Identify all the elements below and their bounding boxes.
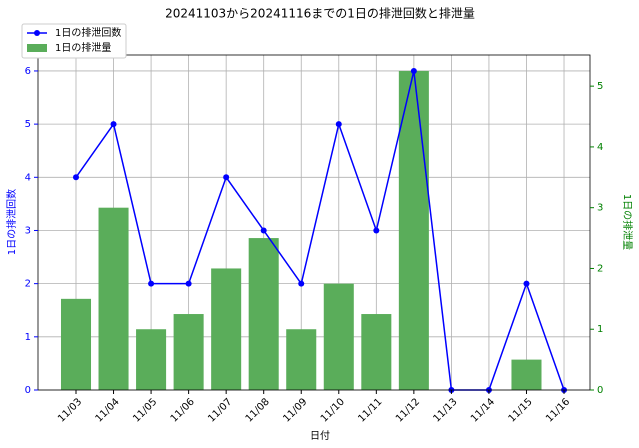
legend-label: 1日の排泄量 — [55, 41, 111, 54]
bar — [361, 314, 392, 390]
x-tick-label: 11/06 — [169, 396, 197, 424]
bar — [211, 268, 242, 390]
bar — [511, 359, 542, 390]
x-tick-label: 11/14 — [469, 396, 497, 424]
bar — [98, 207, 129, 390]
x-tick-label: 11/08 — [244, 396, 272, 424]
bar — [286, 329, 317, 390]
marker — [73, 174, 79, 181]
bar — [173, 314, 204, 390]
y2-tick-label: 2 — [597, 263, 603, 274]
bar — [136, 329, 167, 390]
y2-axis-label: 1日の排泄量 — [621, 194, 634, 250]
y2-tick-label: 1 — [597, 324, 603, 335]
x-tick-label: 11/07 — [206, 396, 234, 424]
marker — [223, 174, 230, 181]
y-axis-label: 1日の排泄回数 — [5, 189, 18, 255]
x-tick-label: 11/12 — [394, 396, 422, 424]
bar — [398, 70, 429, 390]
y-tick-label: 1 — [25, 332, 31, 343]
y2-tick-label: 5 — [597, 81, 603, 92]
y-tick-label: 2 — [25, 279, 31, 290]
legend-swatch — [27, 44, 47, 52]
chart-title: 20241103から20241116までの1日の排泄回数と排泄量 — [165, 6, 475, 21]
marker — [148, 280, 155, 287]
y-tick-label: 3 — [25, 225, 31, 236]
y-tick-label: 6 — [25, 66, 31, 77]
x-tick-label: 11/11 — [356, 396, 384, 424]
x-tick-label: 11/04 — [94, 396, 122, 424]
legend-label: 1日の排泄回数 — [55, 26, 121, 39]
bar — [60, 298, 92, 390]
y-tick-label: 5 — [25, 119, 31, 130]
x-tick-label: 11/09 — [281, 396, 309, 424]
bar — [248, 238, 279, 390]
x-tick-label: 11/15 — [507, 396, 535, 424]
marker — [110, 121, 117, 128]
x-tick-label: 11/10 — [319, 396, 347, 424]
bar — [323, 283, 354, 390]
x-tick-label: 11/05 — [131, 396, 159, 424]
x-tick-label: 11/13 — [431, 396, 459, 424]
y2-tick-label: 4 — [597, 142, 603, 153]
x-tick-label: 11/03 — [56, 396, 84, 424]
marker — [335, 121, 342, 128]
marker — [185, 280, 192, 287]
legend: 1日の排泄回数 1日の排泄量 — [21, 23, 127, 59]
axes-frame — [37, 54, 591, 391]
marker — [410, 67, 417, 74]
marker — [298, 280, 305, 287]
legend-marker — [34, 30, 40, 36]
y2-tick-label: 3 — [597, 203, 603, 214]
x-axis-label: 日付 — [310, 429, 330, 442]
x-tick-label: 11/16 — [544, 396, 572, 424]
marker — [260, 227, 267, 234]
marker — [523, 280, 530, 287]
marker — [373, 227, 380, 234]
y-tick-label: 0 — [25, 385, 31, 396]
legend-box — [21, 23, 127, 59]
y2-tick-label: 0 — [597, 385, 603, 396]
y-tick-label: 4 — [25, 172, 31, 183]
